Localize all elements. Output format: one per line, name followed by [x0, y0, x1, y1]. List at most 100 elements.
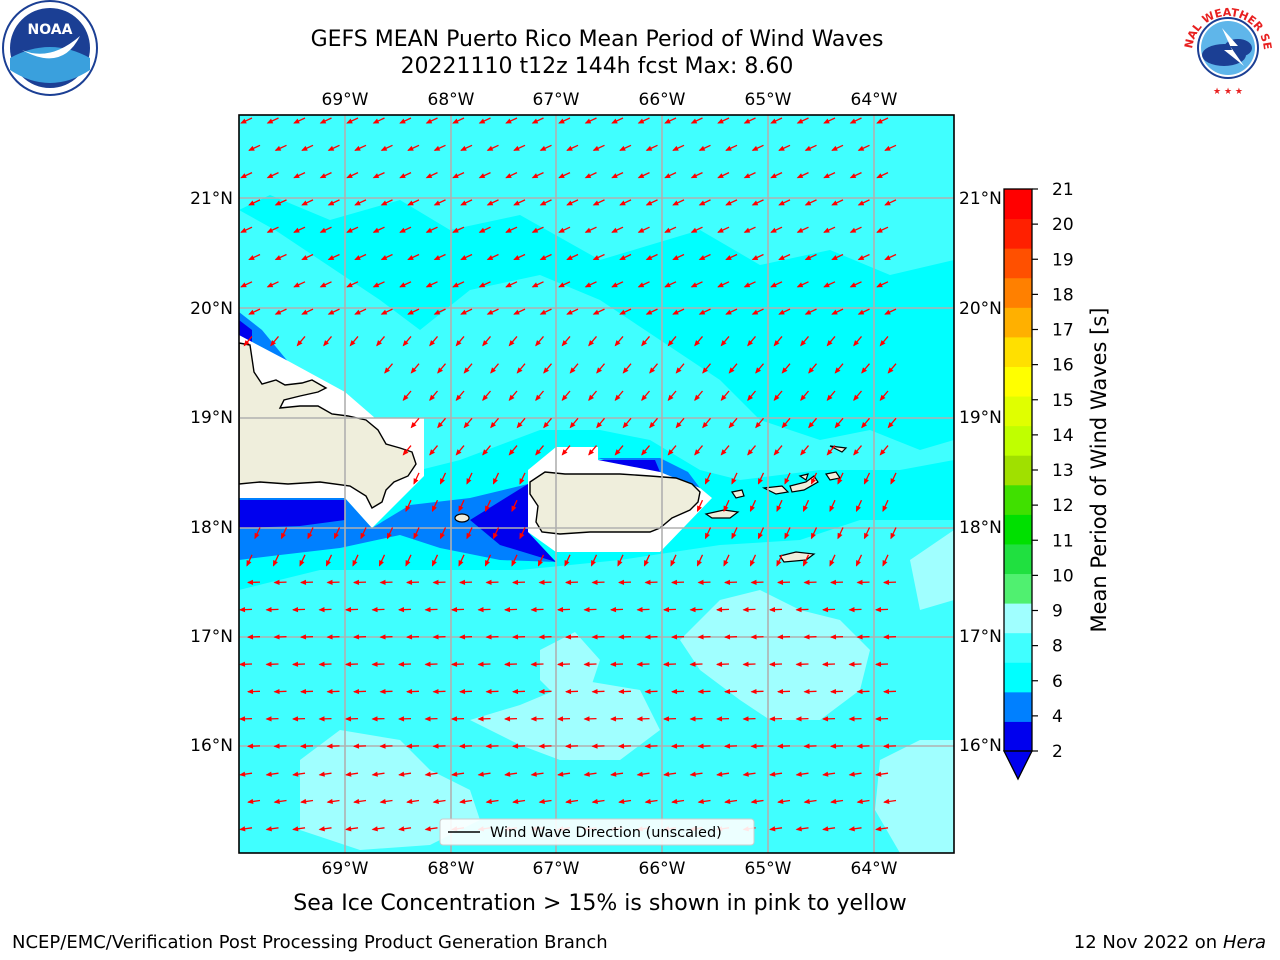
wind-wave-arrow: [804, 199, 817, 206]
wind-wave-arrow: [778, 308, 791, 315]
wind-wave-arrow: [849, 117, 862, 124]
sea-ice-note: Sea Ice Concentration > 15% is shown in …: [293, 891, 907, 916]
wind-wave-arrow: [452, 226, 465, 233]
period-zone-8-9: [470, 680, 660, 760]
wind-wave-arrow: [519, 527, 526, 540]
wind-wave-arrow: [431, 499, 439, 512]
wind-wave-arrow: [531, 281, 544, 288]
colorbar-tick-label: 12: [1052, 496, 1074, 516]
wind-wave-arrow: [504, 607, 518, 613]
lat-label-right: 17°N: [959, 627, 1002, 647]
wind-wave-arrow: [301, 199, 314, 206]
wind-wave-arrow: [823, 117, 836, 124]
wind-wave-arrow: [265, 607, 279, 613]
wind-wave-arrow: [345, 607, 359, 613]
wind-wave-arrow: [398, 826, 412, 832]
wind-wave-arrow: [432, 743, 446, 749]
colorbar-swatch: [1004, 603, 1032, 634]
wind-wave-arrow: [274, 253, 287, 261]
wind-wave-arrow: [326, 634, 340, 640]
wind-wave-arrow: [834, 417, 844, 429]
wind-wave-arrow: [379, 743, 393, 749]
wind-wave-arrow: [773, 445, 783, 456]
wind-wave-arrow: [863, 472, 871, 485]
wind-wave-arrow: [879, 335, 889, 347]
wind-wave-arrow: [637, 226, 650, 233]
wind-wave-arrow: [853, 335, 862, 347]
wind-wave-arrow: [696, 554, 704, 567]
wind-wave-arrow: [333, 527, 341, 540]
wind-wave-arrow: [803, 579, 817, 585]
wind-wave-arrow: [425, 281, 438, 288]
wind-wave-arrow: [482, 445, 491, 456]
wind-wave-arrow: [530, 771, 544, 777]
wind-wave-arrow: [378, 554, 386, 567]
wind-wave-arrow: [280, 527, 288, 540]
wind-wave-arrow: [755, 363, 764, 374]
wind-wave-arrow: [875, 716, 889, 722]
wind-wave-arrow: [429, 335, 438, 347]
wind-wave-arrow: [750, 688, 764, 695]
wind-wave-arrow: [512, 743, 526, 749]
wind-wave-arrow: [776, 499, 783, 512]
wind-wave-arrow: [565, 579, 579, 585]
wind-wave-arrow: [292, 826, 306, 832]
wind-wave-arrow: [742, 661, 756, 667]
wind-wave-arrow: [248, 199, 261, 206]
wind-wave-arrow: [379, 579, 393, 585]
wind-wave-arrow: [243, 335, 253, 347]
wind-wave-arrow: [664, 226, 677, 233]
wind-wave-arrow: [354, 199, 367, 206]
wind-wave-arrow: [876, 281, 889, 288]
wind-wave-arrow: [769, 771, 783, 777]
wind-wave-arrow: [675, 363, 685, 374]
wind-wave-arrow: [399, 117, 412, 124]
wind-wave-arrow: [530, 716, 544, 722]
wind-wave-arrow: [482, 390, 491, 401]
wind-wave-arrow: [671, 798, 685, 805]
wind-wave-arrow: [716, 607, 730, 613]
wind-wave-arrow: [247, 688, 261, 695]
wind-wave-arrow: [698, 308, 711, 315]
wind-wave-arrow: [584, 226, 597, 233]
colorbar-tick-label: 18: [1052, 285, 1074, 305]
wind-wave-arrow: [424, 826, 438, 832]
wind-wave-arrow: [636, 716, 650, 722]
lon-label-bottom: 67°W: [533, 859, 580, 879]
wind-wave-arrow: [452, 172, 465, 179]
wind-wave-arrow: [407, 199, 420, 206]
wind-wave-arrow: [849, 172, 862, 179]
wind-wave-arrow: [848, 607, 862, 613]
wind-wave-arrow: [743, 281, 756, 288]
wind-wave-arrow: [822, 826, 836, 832]
colorbar-swatch: [1004, 721, 1032, 752]
wind-wave-arrow: [831, 308, 844, 315]
wind-wave-arrow: [405, 554, 412, 567]
wind-wave-arrow: [690, 281, 703, 288]
wind-wave-arrow: [856, 688, 870, 695]
wind-wave-arrow: [887, 363, 897, 374]
wind-wave-arrow: [644, 743, 658, 749]
wind-wave-arrow: [239, 771, 253, 777]
wind-wave-arrow: [618, 634, 632, 640]
wind-wave-arrow: [675, 417, 685, 429]
svg-text:★ ★ ★: ★ ★ ★: [1213, 87, 1243, 97]
wind-wave-arrow: [319, 281, 332, 288]
wind-wave-arrow: [717, 172, 730, 179]
wind-wave-arrow: [664, 281, 677, 288]
wind-wave-arrow: [641, 445, 650, 456]
wind-wave-arrow: [702, 363, 711, 374]
wind-wave-arrow: [486, 199, 499, 206]
wind-wave-arrow: [538, 579, 552, 585]
wind-wave-arrow: [439, 472, 447, 485]
lat-label-left: 16°N: [190, 736, 233, 756]
wind-wave-arrow: [667, 335, 677, 347]
wind-wave-arrow: [561, 335, 571, 347]
wind-wave-arrow: [372, 117, 385, 124]
wind-wave-arrow: [516, 363, 526, 374]
wind-wave-arrow: [750, 743, 764, 749]
wind-wave-arrow: [326, 579, 340, 585]
land-st-croix: [779, 551, 816, 563]
wind-wave-arrow: [353, 688, 367, 695]
wind-wave-arrow: [247, 798, 261, 805]
